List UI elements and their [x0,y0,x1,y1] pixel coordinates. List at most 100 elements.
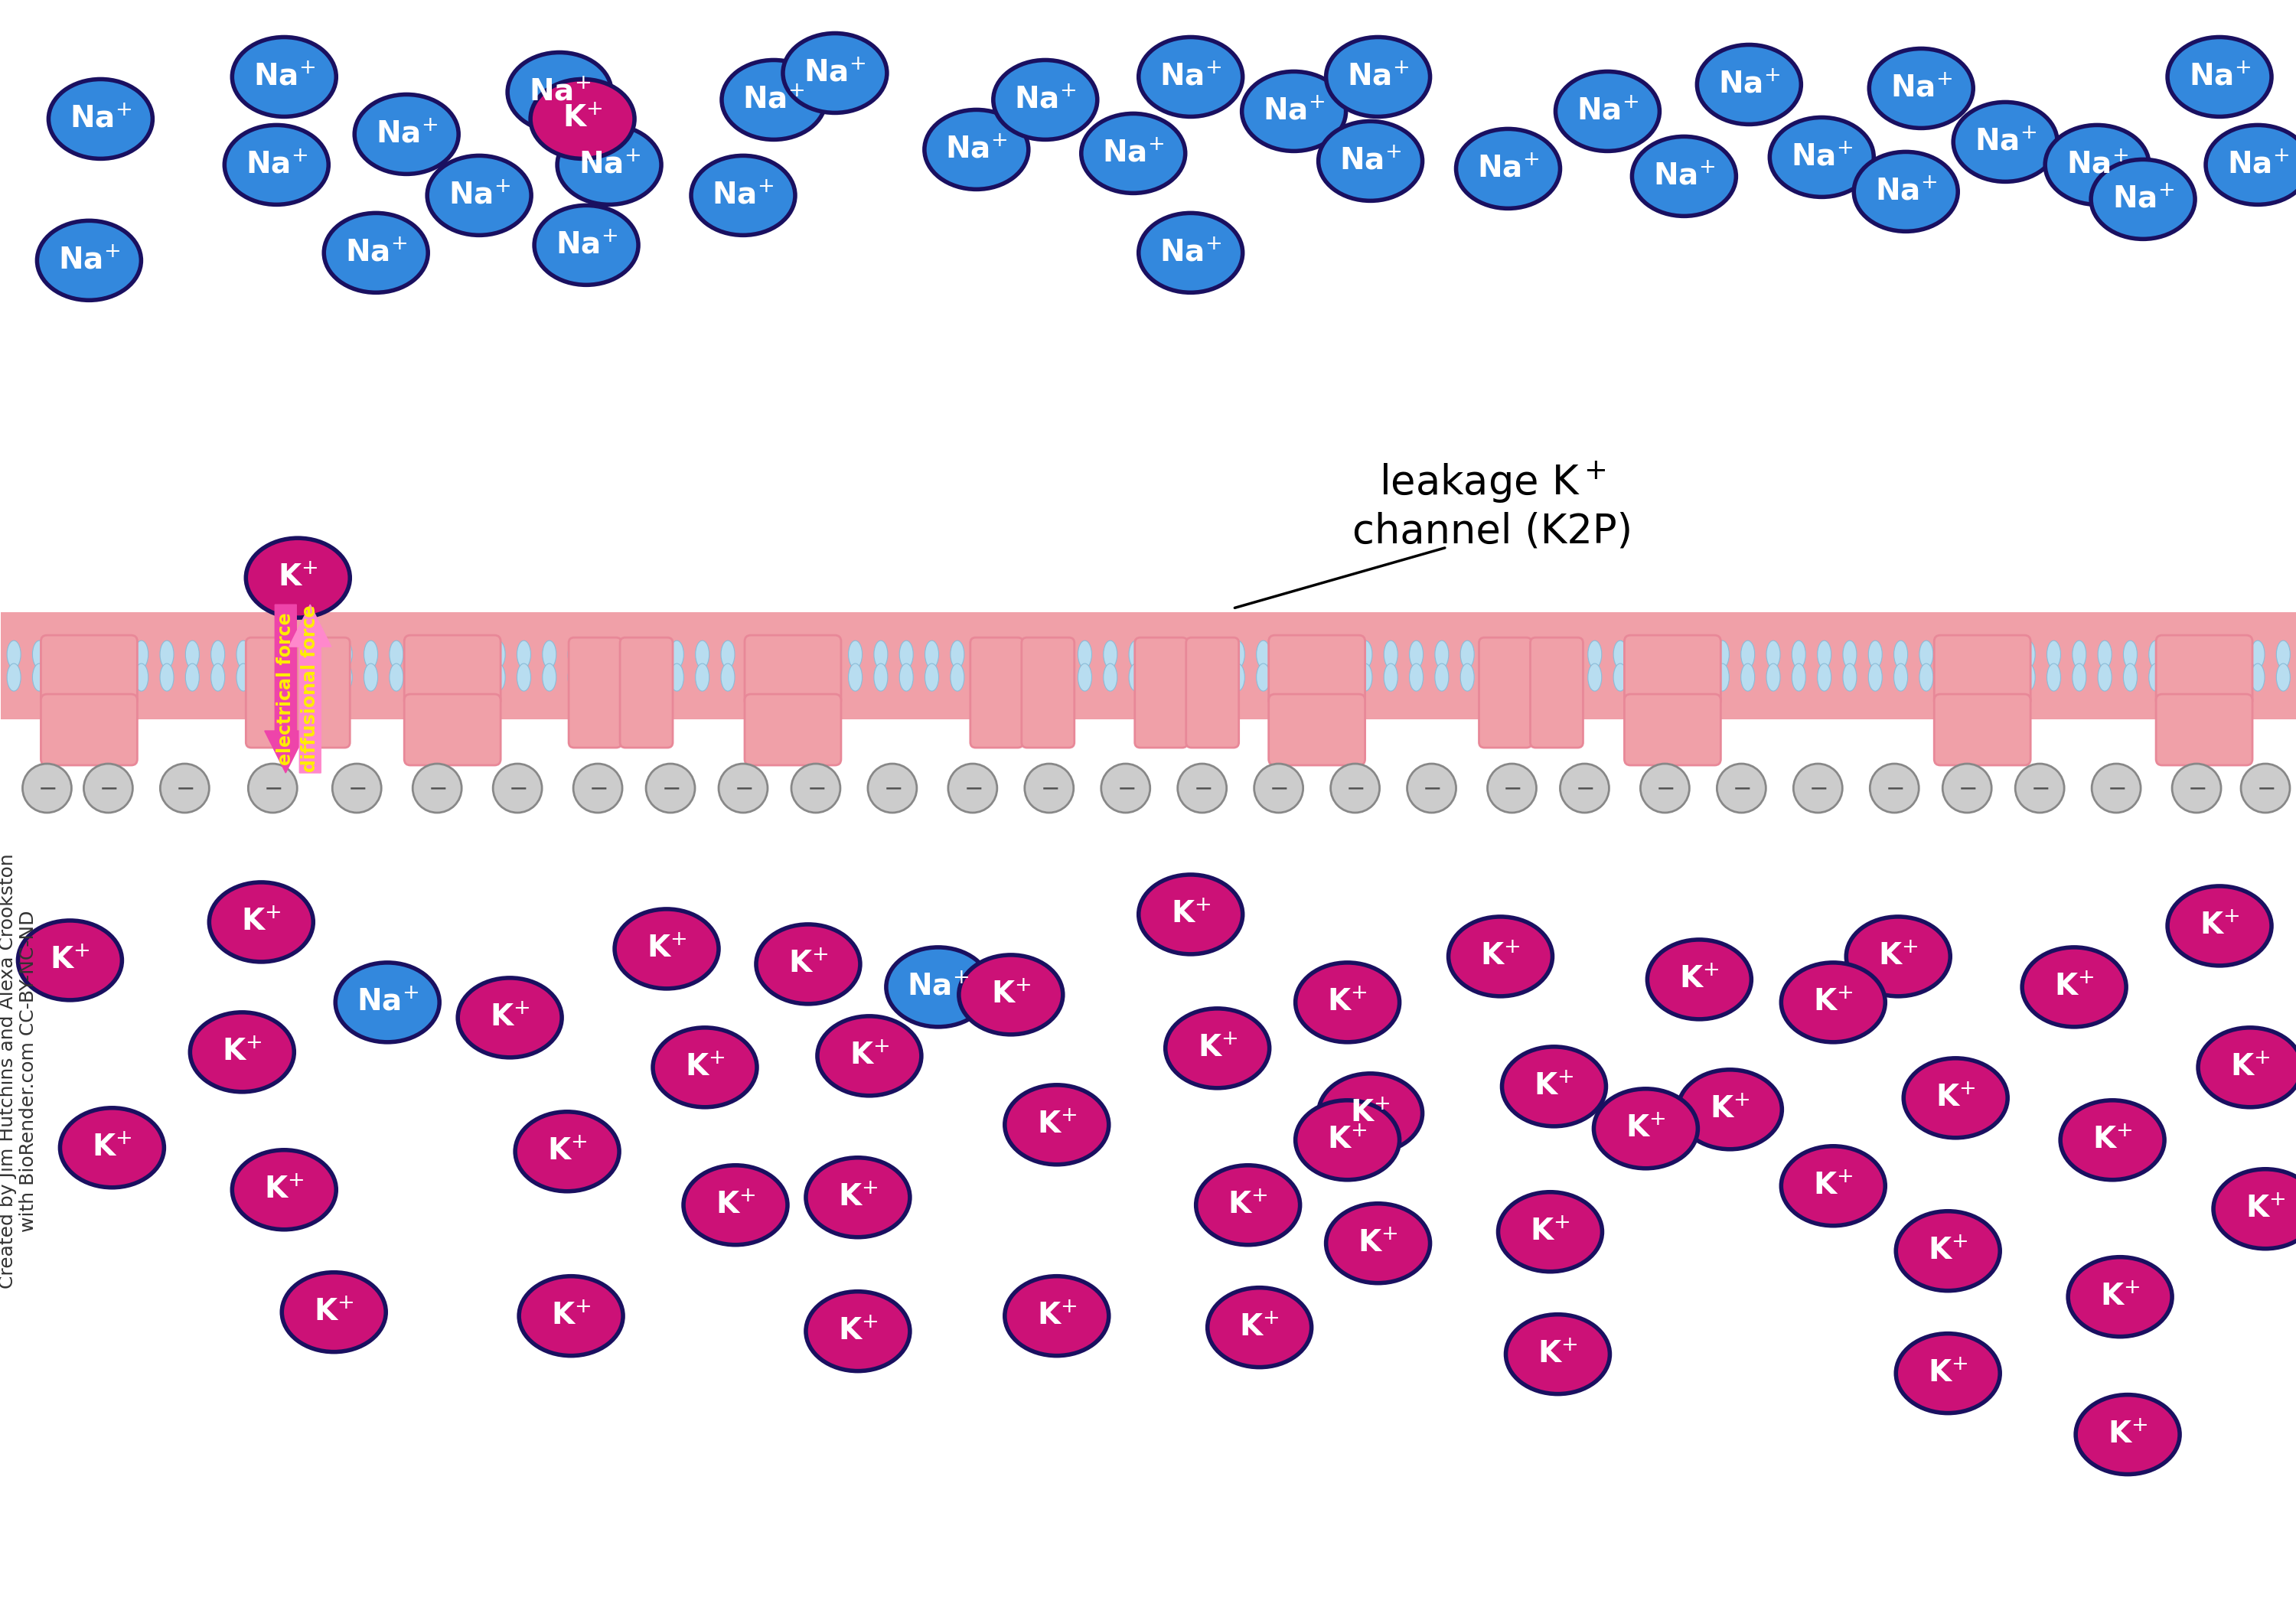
Ellipse shape [822,664,836,691]
Circle shape [23,763,71,813]
Text: $-$: $-$ [1502,778,1522,799]
Ellipse shape [2275,664,2289,691]
Ellipse shape [1919,664,1933,691]
Ellipse shape [567,664,581,691]
Circle shape [1942,763,1991,813]
Ellipse shape [312,641,326,669]
Ellipse shape [262,641,276,669]
Text: K$^{+}$: K$^{+}$ [1534,1072,1575,1101]
Ellipse shape [7,664,21,691]
Text: Na$^{+}$: Na$^{+}$ [712,182,774,211]
Ellipse shape [806,1157,909,1237]
Text: K$^{+}$: K$^{+}$ [264,1175,303,1204]
Ellipse shape [365,641,379,669]
Text: $-$: $-$ [347,778,365,799]
Ellipse shape [797,664,810,691]
Ellipse shape [645,664,659,691]
Text: $-$: $-$ [1958,778,1977,799]
Ellipse shape [1536,664,1550,691]
Circle shape [2092,763,2140,813]
Circle shape [1559,763,1609,813]
Text: Na$^{+}$: Na$^{+}$ [1577,96,1639,125]
Text: K$^{+}$: K$^{+}$ [2108,1421,2147,1450]
Text: Na$^{+}$: Na$^{+}$ [1975,127,2037,156]
Ellipse shape [1166,1009,1270,1088]
Ellipse shape [592,664,606,691]
Ellipse shape [2073,664,2087,691]
Ellipse shape [1410,641,1424,669]
Ellipse shape [161,641,174,669]
Ellipse shape [1869,641,1883,669]
Text: Na$^{+}$: Na$^{+}$ [1263,96,1325,125]
Ellipse shape [1954,103,2057,182]
Ellipse shape [2250,664,2264,691]
Ellipse shape [1410,664,1424,691]
FancyBboxPatch shape [744,694,840,765]
Text: $-$: $-$ [2188,778,2206,799]
FancyArrow shape [289,604,331,773]
Ellipse shape [491,664,505,691]
Text: Na$^{+}$: Na$^{+}$ [57,246,119,275]
Ellipse shape [797,641,810,669]
Ellipse shape [1896,1334,2000,1413]
Text: Na$^{+}$: Na$^{+}$ [1876,177,1938,206]
Ellipse shape [822,641,836,669]
Ellipse shape [1766,664,1779,691]
FancyBboxPatch shape [569,638,622,747]
Ellipse shape [1435,641,1449,669]
Ellipse shape [746,641,760,669]
Ellipse shape [2275,641,2289,669]
Ellipse shape [1593,1090,1697,1168]
Ellipse shape [60,1107,163,1188]
Ellipse shape [994,59,1097,140]
Circle shape [719,763,767,813]
Ellipse shape [354,95,459,174]
Ellipse shape [1740,641,1754,669]
Ellipse shape [1896,1212,2000,1290]
Text: $-$: $-$ [2257,778,2275,799]
Ellipse shape [517,664,530,691]
Ellipse shape [615,910,719,988]
FancyBboxPatch shape [2156,635,2252,707]
Ellipse shape [1511,664,1525,691]
Circle shape [1717,763,1766,813]
Ellipse shape [1231,641,1244,669]
Ellipse shape [519,1276,622,1356]
Ellipse shape [1334,664,1348,691]
Ellipse shape [875,664,889,691]
Ellipse shape [960,955,1063,1035]
Text: $-$: $-$ [1116,778,1134,799]
Ellipse shape [1139,37,1242,117]
Ellipse shape [2149,641,2163,669]
Ellipse shape [1853,151,1958,231]
Text: Na$^{+}$: Na$^{+}$ [1717,71,1779,100]
Text: Na$^{+}$: Na$^{+}$ [69,104,131,133]
Ellipse shape [1256,664,1270,691]
Ellipse shape [1306,664,1320,691]
Ellipse shape [817,1016,921,1096]
Ellipse shape [441,664,455,691]
Ellipse shape [1435,664,1449,691]
Ellipse shape [2099,664,2112,691]
Ellipse shape [7,641,21,669]
Circle shape [2172,763,2220,813]
Ellipse shape [691,156,794,235]
Text: K$^{+}$: K$^{+}$ [563,104,602,133]
Ellipse shape [186,664,200,691]
Ellipse shape [2213,1170,2296,1249]
Ellipse shape [1511,641,1525,669]
Ellipse shape [1561,641,1575,669]
Ellipse shape [850,641,863,669]
Circle shape [1639,763,1690,813]
Text: $-$: $-$ [174,778,195,799]
Circle shape [1869,763,1919,813]
Text: $-$: $-$ [964,778,983,799]
Text: K$^{+}$: K$^{+}$ [2055,972,2094,1001]
Ellipse shape [2200,664,2213,691]
Ellipse shape [1614,641,1628,669]
Ellipse shape [1715,641,1729,669]
Text: K$^{+}$: K$^{+}$ [1929,1360,1968,1388]
Ellipse shape [886,947,990,1027]
Ellipse shape [32,664,46,691]
FancyBboxPatch shape [1134,638,1187,747]
